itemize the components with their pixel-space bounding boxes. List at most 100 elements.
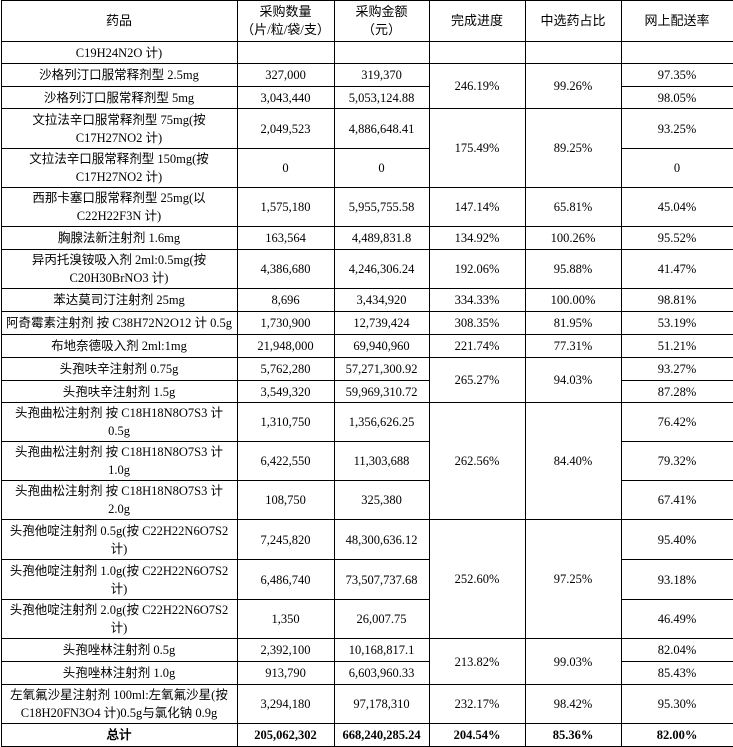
amount: 4,246,306.24 — [333, 249, 430, 289]
drug-name: 头孢呋辛注射剂 0.75g — [0, 357, 238, 381]
completion-progress: 147.14% — [428, 187, 526, 227]
quantity: 327,000 — [236, 63, 335, 87]
selected-drug-share: 94.03% — [524, 357, 622, 403]
drug-name: 文拉法辛口服常释剂型 150mg(按 C17H27NO2 计) — [0, 148, 238, 188]
quantity: 1,350 — [236, 599, 335, 639]
quantity: 6,486,740 — [236, 559, 335, 600]
amount: 12,739,424 — [333, 311, 430, 335]
drug-name: 头孢曲松注射剂 按 C18H18N8O7S3 计 1.0g — [0, 441, 238, 481]
quantity: 2,049,523 — [236, 108, 335, 149]
header-row: 药品 采购数量 （片/粒/袋/支） 采购金额 （元） 完成进度 中选药占比 网上… — [0, 0, 733, 42]
completion-progress: 308.35% — [428, 311, 526, 335]
drug-name: 沙格列汀口服常释剂型 2.5mg — [0, 63, 238, 87]
online-delivery-rate: 87.28% — [620, 380, 733, 403]
completion-progress: 246.19% — [428, 63, 526, 109]
amount: 4,489,831.8 — [333, 226, 430, 250]
amount: 26,007.75 — [333, 599, 430, 639]
amount: 0 — [333, 148, 430, 188]
online-delivery-rate: 97.35% — [620, 63, 733, 87]
total-quantity: 205,062,302 — [236, 723, 335, 747]
completion-progress: 221.74% — [428, 334, 526, 358]
amount: 73,507,737.68 — [333, 559, 430, 600]
header-selected-share: 中选药占比 — [524, 0, 622, 42]
amount: 10,168,817.1 — [333, 638, 430, 662]
drug-name: 胸腺法新注射剂 1.6mg — [0, 226, 238, 250]
online-delivery-rate: 53.19% — [620, 311, 733, 335]
selected-drug-share: 99.26% — [524, 63, 622, 109]
online-delivery-rate: 82.04% — [620, 638, 733, 662]
table-row: 头孢呋辛注射剂 0.75g 5,762,280 57,271,300.92 265.2… — [0, 357, 733, 403]
amount: 57,271,300.92 — [333, 357, 430, 381]
quantity: 913,790 — [236, 661, 335, 685]
table-row: 头孢呋辛注射剂 1.5g 3,549,320 59,969,310.72 87.28% — [0, 380, 733, 403]
quantity: 3,549,320 — [236, 380, 335, 403]
quantity: 0 — [236, 148, 335, 188]
total-progress: 204.54% — [428, 723, 526, 747]
online-delivery-rate: 95.40% — [620, 519, 733, 560]
quantity: 4,386,680 — [236, 249, 335, 289]
online-delivery-rate — [620, 41, 733, 64]
drug-name: 头孢呋辛注射剂 1.5g — [0, 380, 238, 403]
quantity: 3,043,440 — [236, 86, 335, 109]
amount: 3,434,920 — [333, 288, 430, 312]
table-row: 头孢唑林注射剂 1.0g 913,790 6,603,960.33 85.43% — [0, 661, 733, 685]
completion-progress: 213.82% — [428, 638, 526, 685]
selected-drug-share — [524, 41, 622, 64]
total-share: 85.36% — [524, 723, 622, 747]
drug-name: 布地奈德吸入剂 2ml:1mg — [0, 334, 238, 358]
drug-name: 沙格列汀口服常释剂型 5mg — [0, 86, 238, 109]
quantity: 163,564 — [236, 226, 335, 250]
header-amount: 采购金额 （元） — [333, 0, 430, 42]
table-row: 沙格列汀口服常释剂型 2.5mg 327,000 319,370 246.19% 99.… — [0, 63, 733, 109]
online-delivery-rate: 67.41% — [620, 480, 733, 520]
quantity: 8,696 — [236, 288, 335, 312]
online-delivery-rate: 95.52% — [620, 226, 733, 250]
online-delivery-rate: 79.32% — [620, 441, 733, 481]
table-row: 胸腺法新注射剂 1.6mg 163,564 4,489,831.8 134.92% 10… — [0, 226, 733, 250]
completion-progress: 175.49% — [428, 108, 526, 188]
table-body: C19H24N2O 计) 沙格列汀口服常释剂型 2.5mg 327,000 319,3… — [0, 41, 733, 724]
online-delivery-rate: 45.04% — [620, 187, 733, 227]
quantity: 5,762,280 — [236, 357, 335, 381]
header-online-delivery-rate: 网上配送率 — [620, 0, 733, 42]
online-delivery-rate: 93.25% — [620, 108, 733, 149]
amount — [333, 41, 430, 64]
online-delivery-rate: 41.47% — [620, 249, 733, 289]
table-row: 头孢曲松注射剂 按 C18H18N8O7S3 计 0.5g 1,310,750 1,… — [0, 402, 733, 520]
table-row: 沙格列汀口服常释剂型 5mg 3,043,440 5,053,124.88 98.05… — [0, 86, 733, 109]
table-row: 头孢曲松注射剂 按 C18H18N8O7S3 计 2.0g 108,750 325,… — [0, 480, 733, 520]
selected-drug-share: 65.81% — [524, 187, 622, 227]
table-row: 异丙托溴铵吸入剂 2ml:0.5mg(按 C20H30BrNO3 计) 4,386… — [0, 249, 733, 289]
online-delivery-rate: 85.43% — [620, 661, 733, 685]
online-delivery-rate: 93.18% — [620, 559, 733, 600]
drug-name: 头孢唑林注射剂 0.5g — [0, 638, 238, 662]
selected-drug-share: 77.31% — [524, 334, 622, 358]
drug-name: 文拉法辛口服常释剂型 75mg(按 C17H27NO2 计) — [0, 108, 238, 149]
drug-name: 苯达莫司汀注射剂 25mg — [0, 288, 238, 312]
table-row: 头孢他啶注射剂 2.0g(按 C22H22N6O7S2 计) 1,350 26,00… — [0, 599, 733, 639]
selected-drug-share: 84.40% — [524, 402, 622, 520]
total-row: 总计 205,062,302 668,240,285.24 204.54% 85… — [0, 723, 733, 747]
quantity: 108,750 — [236, 480, 335, 520]
completion-progress: 262.56% — [428, 402, 526, 520]
quantity: 6,422,550 — [236, 441, 335, 481]
selected-drug-share: 81.95% — [524, 311, 622, 335]
drug-name: 头孢他啶注射剂 0.5g(按 C22H22N6O7S2 计) — [0, 519, 238, 560]
amount: 325,380 — [333, 480, 430, 520]
selected-drug-share: 100.26% — [524, 226, 622, 250]
table-row: 头孢曲松注射剂 按 C18H18N8O7S3 计 1.0g 6,422,550 11… — [0, 441, 733, 481]
online-delivery-rate: 76.42% — [620, 402, 733, 442]
total-rate: 82.00% — [620, 723, 733, 747]
amount: 5,955,755.58 — [333, 187, 430, 227]
selected-drug-share: 97.25% — [524, 519, 622, 639]
header-quantity: 采购数量 （片/粒/袋/支） — [236, 0, 335, 42]
amount: 11,303,688 — [333, 441, 430, 481]
selected-drug-share: 99.03% — [524, 638, 622, 685]
online-delivery-rate: 51.21% — [620, 334, 733, 358]
quantity: 1,730,900 — [236, 311, 335, 335]
quantity: 1,575,180 — [236, 187, 335, 227]
table-row: 左氧氟沙星注射剂 100ml:左氧氟沙星(按 C18H20FN3O4 计)0.5… — [0, 684, 733, 724]
completion-progress: 134.92% — [428, 226, 526, 250]
drug-name: 左氧氟沙星注射剂 100ml:左氧氟沙星(按 C18H20FN3O4 计)0.5… — [0, 684, 238, 724]
